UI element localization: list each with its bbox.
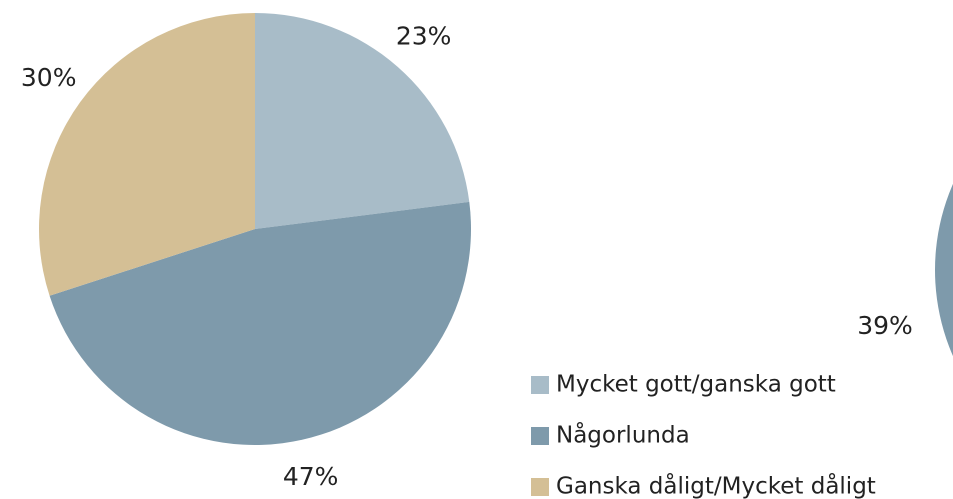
legend-swatch	[531, 427, 549, 445]
pie-slice	[49, 201, 472, 446]
pie-slice	[935, 184, 953, 356]
pie-slice	[38, 13, 256, 296]
legend-label: Någorlunda	[556, 421, 690, 449]
legend-swatch	[531, 376, 549, 394]
legend-label: Mycket gott/ganska gott	[556, 372, 836, 398]
data-label: 23%	[396, 22, 452, 51]
data-label: 47%	[283, 462, 339, 491]
data-label: 30%	[21, 63, 77, 92]
data-label: 39%	[857, 311, 913, 340]
pie-slice	[255, 13, 470, 229]
legend-label: Ganska dåligt/Mycket dåligt	[556, 472, 876, 499]
legend-swatch	[531, 478, 549, 496]
